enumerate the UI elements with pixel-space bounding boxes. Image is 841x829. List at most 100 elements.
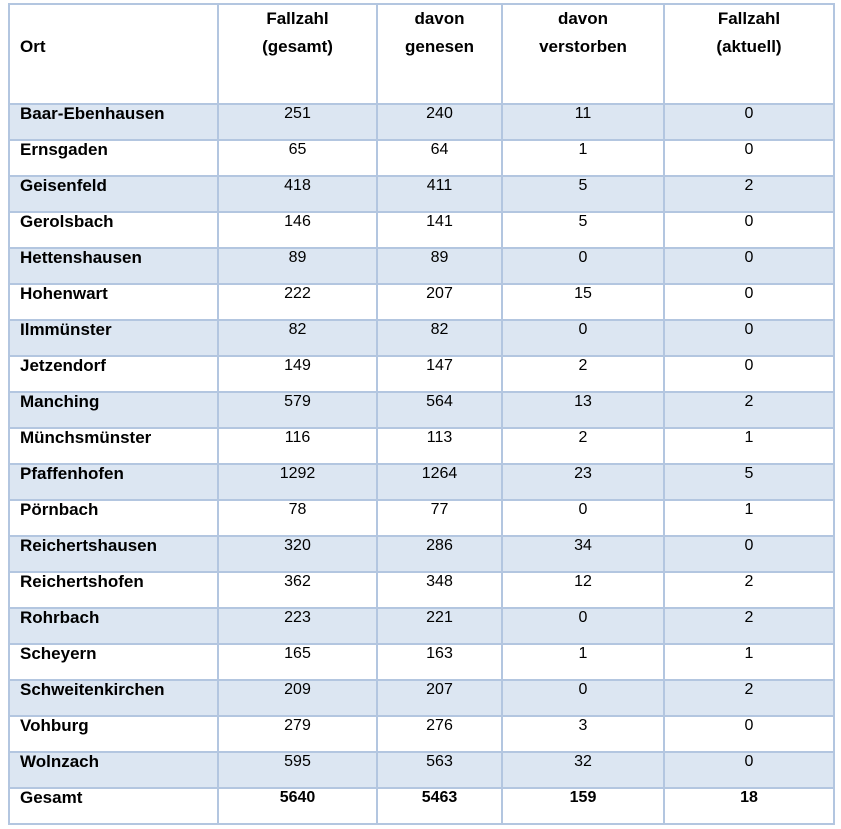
- cell-fallzahl-aktuell: 2: [663, 679, 835, 717]
- cell-davon-genesen: 147: [376, 355, 503, 393]
- cell-davon-verstorben: 0: [501, 247, 665, 285]
- cell-ort: Manching: [8, 391, 219, 429]
- cell-fallzahl-gesamt: 279: [217, 715, 378, 753]
- table-row: Baar-Ebenhausen 251 240 11 0: [8, 103, 835, 141]
- cell-davon-genesen: 286: [376, 535, 503, 573]
- table-row: Hettenshausen 89 89 0 0: [8, 247, 835, 285]
- cell-fallzahl-aktuell: 0: [663, 139, 835, 177]
- cell-fallzahl-gesamt: 149: [217, 355, 378, 393]
- cell-davon-genesen: 411: [376, 175, 503, 213]
- cell-fallzahl-gesamt: 65: [217, 139, 378, 177]
- cell-ort: Baar-Ebenhausen: [8, 103, 219, 141]
- cell-davon-verstorben: 13: [501, 391, 665, 429]
- column-header-fallzahl-gesamt: Fallzahl (gesamt): [217, 3, 378, 105]
- cell-davon-verstorben: 3: [501, 715, 665, 753]
- covid-cases-table: Ort Fallzahl (gesamt) davon genesen davo…: [8, 3, 835, 825]
- cell-davon-genesen: 207: [376, 679, 503, 717]
- cell-fallzahl-gesamt: 595: [217, 751, 378, 789]
- cell-fallzahl-aktuell: 2: [663, 571, 835, 609]
- cell-ort: Münchsmünster: [8, 427, 219, 465]
- table-row: Schweitenkirchen 209 207 0 2: [8, 679, 835, 717]
- cell-fallzahl-aktuell: 0: [663, 319, 835, 357]
- cell-ort: Ilmmünster: [8, 319, 219, 357]
- column-header-ort: Ort: [8, 3, 219, 105]
- cell-fallzahl-aktuell: 1: [663, 427, 835, 465]
- cell-davon-genesen: 89: [376, 247, 503, 285]
- table-row: Ernsgaden 65 64 1 0: [8, 139, 835, 177]
- cell-davon-genesen: 163: [376, 643, 503, 681]
- cell-fallzahl-aktuell: 2: [663, 175, 835, 213]
- cell-fallzahl-gesamt: 165: [217, 643, 378, 681]
- cell-davon-verstorben: 12: [501, 571, 665, 609]
- cell-davon-verstorben: 5: [501, 175, 665, 213]
- table-row: Pfaffenhofen 1292 1264 23 5: [8, 463, 835, 501]
- cell-fallzahl-aktuell: 0: [663, 283, 835, 321]
- cell-fallzahl-aktuell: 1: [663, 643, 835, 681]
- table-row: Rohrbach 223 221 0 2: [8, 607, 835, 645]
- table-row: Reichertshausen 320 286 34 0: [8, 535, 835, 573]
- cell-fallzahl-gesamt: 320: [217, 535, 378, 573]
- cell-davon-verstorben: 159: [501, 787, 665, 825]
- header-line-1: davon: [557, 9, 609, 28]
- cell-fallzahl-aktuell: 2: [663, 391, 835, 429]
- cell-fallzahl-gesamt: 1292: [217, 463, 378, 501]
- table-row: Gerolsbach 146 141 5 0: [8, 211, 835, 249]
- cell-ort: Reichertshausen: [8, 535, 219, 573]
- table-row: Jetzendorf 149 147 2 0: [8, 355, 835, 393]
- cell-ort: Wolnzach: [8, 751, 219, 789]
- cell-fallzahl-gesamt: 89: [217, 247, 378, 285]
- cell-davon-verstorben: 2: [501, 355, 665, 393]
- cell-davon-genesen: 240: [376, 103, 503, 141]
- cell-fallzahl-aktuell: 0: [663, 715, 835, 753]
- cell-davon-genesen: 276: [376, 715, 503, 753]
- table-row: Ilmmünster 82 82 0 0: [8, 319, 835, 357]
- cell-fallzahl-aktuell: 0: [663, 535, 835, 573]
- cell-davon-verstorben: 2: [501, 427, 665, 465]
- cell-davon-verstorben: 23: [501, 463, 665, 501]
- cell-fallzahl-gesamt: 78: [217, 499, 378, 537]
- table-body: Baar-Ebenhausen 251 240 11 0 Ernsgaden 6…: [8, 103, 835, 825]
- header-line-1: Fallzahl: [717, 9, 781, 28]
- cell-davon-verstorben: 0: [501, 607, 665, 645]
- cell-ort: Scheyern: [8, 643, 219, 681]
- cell-fallzahl-gesamt: 222: [217, 283, 378, 321]
- cell-davon-genesen: 221: [376, 607, 503, 645]
- table-row: Scheyern 165 163 1 1: [8, 643, 835, 681]
- cell-davon-genesen: 564: [376, 391, 503, 429]
- cell-davon-genesen: 64: [376, 139, 503, 177]
- cell-ort: Rohrbach: [8, 607, 219, 645]
- cell-ort: Gesamt: [8, 787, 219, 825]
- cell-davon-verstorben: 0: [501, 319, 665, 357]
- cell-fallzahl-aktuell: 1: [663, 499, 835, 537]
- column-header-davon-verstorben: davon verstorben: [501, 3, 665, 105]
- cell-ort: Pfaffenhofen: [8, 463, 219, 501]
- cell-davon-genesen: 77: [376, 499, 503, 537]
- cell-davon-verstorben: 15: [501, 283, 665, 321]
- cell-fallzahl-gesamt: 116: [217, 427, 378, 465]
- cell-davon-genesen: 113: [376, 427, 503, 465]
- cell-davon-verstorben: 34: [501, 535, 665, 573]
- cell-fallzahl-gesamt: 146: [217, 211, 378, 249]
- cell-fallzahl-aktuell: 2: [663, 607, 835, 645]
- total-row: Gesamt 5640 5463 159 18: [8, 787, 835, 825]
- table-row: Hohenwart 222 207 15 0: [8, 283, 835, 321]
- cell-fallzahl-aktuell: 0: [663, 247, 835, 285]
- cell-fallzahl-aktuell: 0: [663, 103, 835, 141]
- cell-davon-genesen: 141: [376, 211, 503, 249]
- cell-ort: Hohenwart: [8, 283, 219, 321]
- header-line-2: (aktuell): [716, 37, 782, 56]
- cell-fallzahl-aktuell: 0: [663, 355, 835, 393]
- cell-fallzahl-aktuell: 18: [663, 787, 835, 825]
- cell-ort: Reichertshofen: [8, 571, 219, 609]
- header-line-1: [20, 6, 216, 33]
- column-header-fallzahl-aktuell: Fallzahl (aktuell): [663, 3, 835, 105]
- cell-fallzahl-aktuell: 5: [663, 463, 835, 501]
- cell-fallzahl-aktuell: 0: [663, 211, 835, 249]
- cell-davon-genesen: 5463: [376, 787, 503, 825]
- table-row: Manching 579 564 13 2: [8, 391, 835, 429]
- column-header-davon-genesen: davon genesen: [376, 3, 503, 105]
- cell-fallzahl-gesamt: 251: [217, 103, 378, 141]
- cell-davon-verstorben: 11: [501, 103, 665, 141]
- header-line-2: verstorben: [539, 37, 627, 56]
